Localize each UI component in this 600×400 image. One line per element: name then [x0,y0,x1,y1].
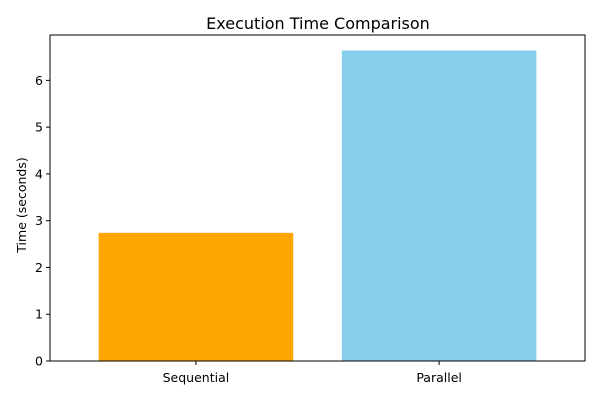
bar-sequential [98,232,294,361]
x-tick-label-parallel: Parallel [416,370,462,385]
bar-parallel [341,50,537,361]
plot-frame [49,34,586,362]
y-tick-label: 2 [35,260,43,275]
y-tick-label: 6 [35,73,43,88]
y-tick-label: 5 [35,120,43,135]
y-ticks-layer: 0 1 2 3 4 5 6 [35,73,50,369]
axes-layer [49,34,586,362]
y-tick-label: 0 [35,354,43,369]
y-tick-label: 1 [35,307,43,322]
y-tick-label: 3 [35,213,43,228]
chart-title: Execution Time Comparison [206,14,430,33]
y-tick-label: 4 [35,166,43,181]
x-tick-label-sequential: Sequential [163,370,230,385]
bars-layer [98,50,537,361]
y-axis-label: Time (seconds) [14,157,29,253]
x-ticks-layer: Sequential Parallel [163,361,462,385]
